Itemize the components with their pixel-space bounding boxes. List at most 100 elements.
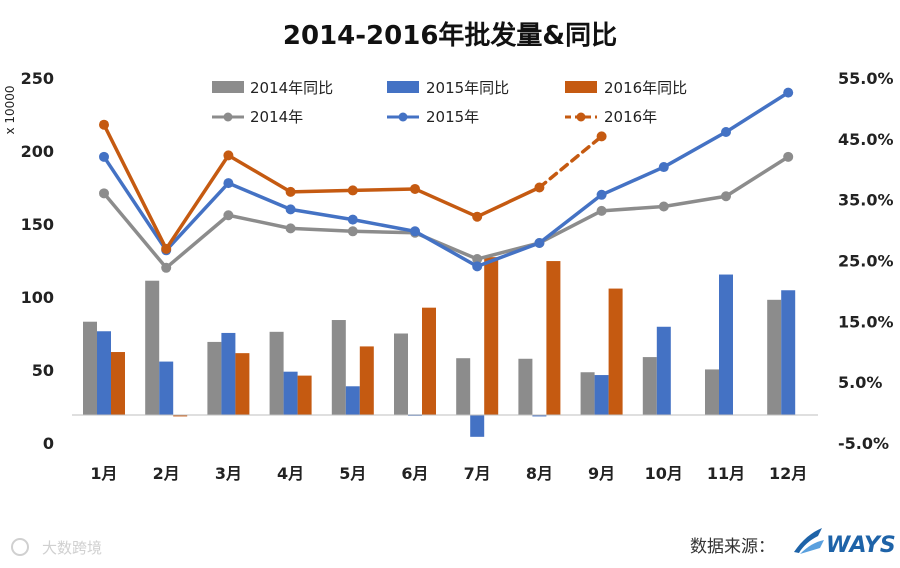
line-point bbox=[721, 191, 731, 202]
line-segment bbox=[599, 204, 666, 213]
bar bbox=[394, 333, 408, 415]
bar bbox=[594, 375, 609, 415]
line-segment bbox=[537, 134, 604, 190]
bar bbox=[111, 352, 125, 415]
watermark: 大数跨境 bbox=[11, 538, 102, 557]
bar bbox=[269, 331, 284, 415]
line-segment bbox=[164, 181, 231, 253]
line-point bbox=[99, 119, 109, 130]
x-tick-label: 10月 bbox=[645, 464, 683, 483]
bar bbox=[159, 361, 174, 415]
x-tick-label: 4月 bbox=[277, 464, 304, 483]
ways-logo: WAYS bbox=[794, 528, 896, 558]
legend-label-line-2015: 2015年 bbox=[426, 108, 479, 126]
line-point bbox=[410, 226, 420, 237]
right-tick-label: 5.0% bbox=[838, 373, 882, 392]
bar bbox=[642, 357, 657, 415]
bar bbox=[145, 280, 160, 415]
bar bbox=[767, 299, 782, 415]
legend-label-line-2016: 2016年 bbox=[604, 108, 657, 126]
bar bbox=[608, 288, 623, 415]
line-point bbox=[534, 182, 545, 193]
legend-label-bar-2015: 2015年同比 bbox=[426, 79, 509, 97]
line-segment bbox=[599, 165, 666, 197]
line-segment bbox=[413, 187, 479, 219]
x-tick-label: 8月 bbox=[526, 464, 553, 483]
line-point bbox=[223, 178, 234, 189]
line-segment bbox=[475, 185, 542, 219]
line-point bbox=[783, 87, 794, 98]
right-tick-label: 35.0% bbox=[838, 191, 894, 210]
line-point bbox=[347, 226, 358, 237]
line-segment bbox=[724, 155, 790, 199]
line-point bbox=[472, 254, 483, 265]
legend-label-line-2014: 2014年 bbox=[250, 108, 303, 126]
ways-logo-icon bbox=[794, 528, 822, 553]
line-segment bbox=[288, 226, 355, 234]
line-point bbox=[223, 150, 234, 161]
bar bbox=[656, 326, 671, 415]
right-tick-label: 55.0% bbox=[838, 69, 894, 88]
x-tick-label: 5月 bbox=[339, 464, 366, 483]
line-segment bbox=[226, 181, 293, 212]
right-tick-label: 15.0% bbox=[838, 312, 894, 331]
bar bbox=[532, 414, 547, 417]
line-point bbox=[347, 185, 358, 196]
legend-label-bar-2016: 2016年同比 bbox=[604, 79, 687, 97]
bar bbox=[719, 274, 733, 415]
legend-label-bar-2014: 2014年同比 bbox=[250, 79, 333, 97]
line-point bbox=[472, 211, 483, 222]
bar bbox=[283, 371, 298, 415]
line-segment bbox=[226, 153, 293, 194]
right-axis-ticks: -5.0% 5.0% 15.0% 25.0% 35.0% 45.0% 55.0% bbox=[838, 69, 894, 453]
bar bbox=[297, 375, 312, 415]
line-point bbox=[658, 162, 669, 173]
bar bbox=[345, 386, 360, 415]
x-tick-label: 2月 bbox=[153, 464, 180, 483]
line-segment bbox=[351, 187, 417, 193]
line-point bbox=[596, 205, 607, 216]
legend-swatch-bar-2016 bbox=[565, 81, 597, 93]
line-point bbox=[472, 261, 483, 272]
right-tick-label: -5.0% bbox=[838, 434, 889, 453]
bar bbox=[546, 261, 561, 415]
line-point bbox=[658, 201, 669, 212]
ways-logo-text: WAYS bbox=[826, 533, 896, 558]
left-tick-label: 150 bbox=[21, 215, 54, 234]
line-segment bbox=[724, 90, 790, 134]
legend-marker-line-2015 bbox=[398, 112, 408, 122]
line-point bbox=[285, 223, 296, 234]
line-point bbox=[596, 189, 607, 200]
x-tick-label: 11月 bbox=[707, 464, 745, 483]
x-tick-label: 7月 bbox=[464, 464, 491, 483]
left-tick-label: 200 bbox=[21, 142, 54, 161]
left-tick-label: 50 bbox=[32, 361, 54, 380]
line-point bbox=[285, 204, 296, 215]
line-segment bbox=[288, 207, 355, 222]
line-segment bbox=[413, 229, 479, 269]
bar bbox=[331, 320, 346, 415]
bar bbox=[235, 353, 250, 415]
x-tick-label: 6月 bbox=[401, 464, 428, 483]
bar bbox=[173, 414, 188, 417]
line-point bbox=[285, 186, 296, 197]
line-point bbox=[99, 188, 109, 199]
lines bbox=[99, 87, 794, 273]
legend-swatch-bar-2015 bbox=[387, 81, 419, 93]
bar bbox=[422, 307, 436, 415]
bar bbox=[83, 321, 97, 415]
left-axis-ticks: 0 50 100 150 200 250 bbox=[21, 69, 54, 453]
line-point bbox=[783, 151, 794, 162]
x-tick-label: 3月 bbox=[215, 464, 242, 483]
bar bbox=[359, 346, 374, 415]
x-axis-ticks: 1月 2月 3月 4月 5月 6月 7月 8月 9月 10月 11月 12月 bbox=[90, 464, 807, 483]
line-segment bbox=[662, 194, 728, 209]
watermark-text: 大数跨境 bbox=[42, 539, 102, 557]
bar bbox=[207, 341, 222, 415]
bar bbox=[456, 358, 471, 415]
line-point bbox=[161, 243, 172, 254]
line-segment bbox=[537, 193, 604, 245]
bar bbox=[705, 369, 719, 415]
line-point bbox=[347, 214, 358, 225]
